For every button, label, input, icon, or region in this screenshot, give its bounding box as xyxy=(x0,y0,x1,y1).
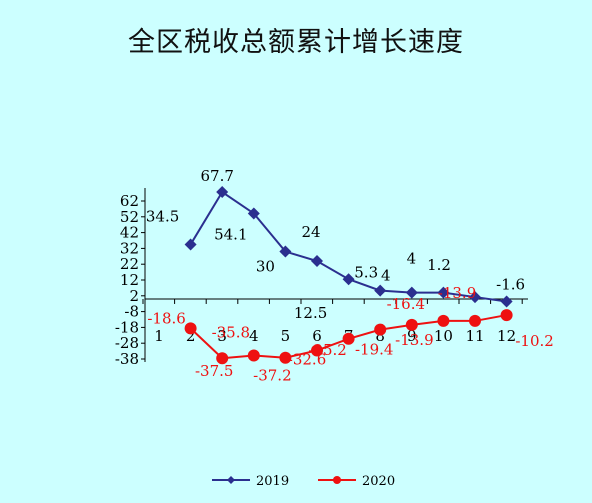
data-point-2019 xyxy=(216,185,229,198)
legend-label-2020: 2020 xyxy=(362,474,395,489)
data-label-2019: 4 xyxy=(407,250,417,268)
data-label-2019: 4 xyxy=(381,267,391,285)
data-point-2019 xyxy=(469,291,481,304)
data-point-2020 xyxy=(184,322,197,335)
legend-marker-2020 xyxy=(333,476,341,484)
data-label-2019: -1.6 xyxy=(496,275,525,293)
data-point-2019 xyxy=(437,286,450,299)
x-tick-label: 4 xyxy=(249,327,259,345)
chart-title: 全区税收总额累计增长速度 xyxy=(128,27,464,58)
data-label-2020: -25.2 xyxy=(308,341,346,359)
data-point-2020 xyxy=(311,344,323,357)
data-label-2020: -13.9 xyxy=(395,331,433,349)
data-label-2019: 54.1 xyxy=(214,225,247,243)
data-point-2019 xyxy=(342,273,355,286)
data-point-2019 xyxy=(184,238,197,251)
y-tick-label: 32 xyxy=(120,239,139,257)
data-label-2020: -35.8 xyxy=(212,324,250,342)
x-tick-label: 2 xyxy=(186,327,196,345)
data-point-2020 xyxy=(216,352,229,365)
data-label-2020: -13.9 xyxy=(438,284,476,302)
x-tick-label: 12 xyxy=(497,327,516,345)
data-point-2020 xyxy=(342,332,355,345)
data-label-2019: 5.3 xyxy=(354,264,378,282)
data-point-2020 xyxy=(374,323,387,336)
data-label-2019: 30 xyxy=(256,258,275,276)
x-tick-label: 1 xyxy=(154,327,164,345)
x-tick-label: 5 xyxy=(281,327,291,345)
data-point-2019 xyxy=(500,295,513,308)
data-label-2020: -37.2 xyxy=(253,367,291,385)
data-label-2019: 12.5 xyxy=(294,304,327,322)
data-point-2019 xyxy=(311,255,323,268)
y-tick-label: 62 xyxy=(120,192,139,210)
data-label-2019: 67.7 xyxy=(200,167,233,185)
y-tick-label: 22 xyxy=(120,255,139,273)
y-tick-label: -18 xyxy=(115,318,139,336)
data-point-2019 xyxy=(279,245,292,258)
data-point-2019 xyxy=(374,284,387,297)
data-label-2019: 1.2 xyxy=(427,256,451,274)
x-tick-label: 11 xyxy=(465,327,484,345)
data-label-2019: 24 xyxy=(301,223,320,241)
x-tick-label: 8 xyxy=(375,327,385,345)
x-tick-label: 9 xyxy=(407,327,417,345)
y-tick-label: -8 xyxy=(124,303,139,321)
data-point-2020 xyxy=(437,314,450,327)
data-point-2020 xyxy=(500,309,513,322)
legend-marker-2019 xyxy=(227,476,235,484)
data-label-2020: -18.6 xyxy=(147,309,185,327)
y-tick-label: 42 xyxy=(120,224,139,242)
data-label-2020: -16.4 xyxy=(387,295,425,313)
y-tick-label: -28 xyxy=(115,334,139,352)
data-point-2020 xyxy=(469,314,481,327)
y-tick-label: -38 xyxy=(115,350,139,368)
data-point-2019 xyxy=(247,207,260,220)
data-point-2019 xyxy=(405,286,418,299)
y-tick-label: 2 xyxy=(129,287,139,305)
data-label-2020: -19.4 xyxy=(355,341,393,359)
data-point-2020 xyxy=(279,351,292,364)
data-point-2020 xyxy=(405,318,418,331)
data-label-2020: -10.2 xyxy=(515,332,553,350)
data-label-2019: 34.5 xyxy=(146,207,179,225)
data-point-2020 xyxy=(247,349,260,362)
legend-label-2019: 2019 xyxy=(256,474,289,489)
x-tick-label: 3 xyxy=(217,327,227,345)
data-label-2020: -37.5 xyxy=(195,362,233,380)
x-tick-label: 10 xyxy=(434,327,453,345)
x-tick-label: 6 xyxy=(312,327,322,345)
y-tick-label: 12 xyxy=(120,271,139,289)
data-label-2020: -32.6 xyxy=(288,350,326,368)
y-tick-label: 52 xyxy=(120,208,139,226)
